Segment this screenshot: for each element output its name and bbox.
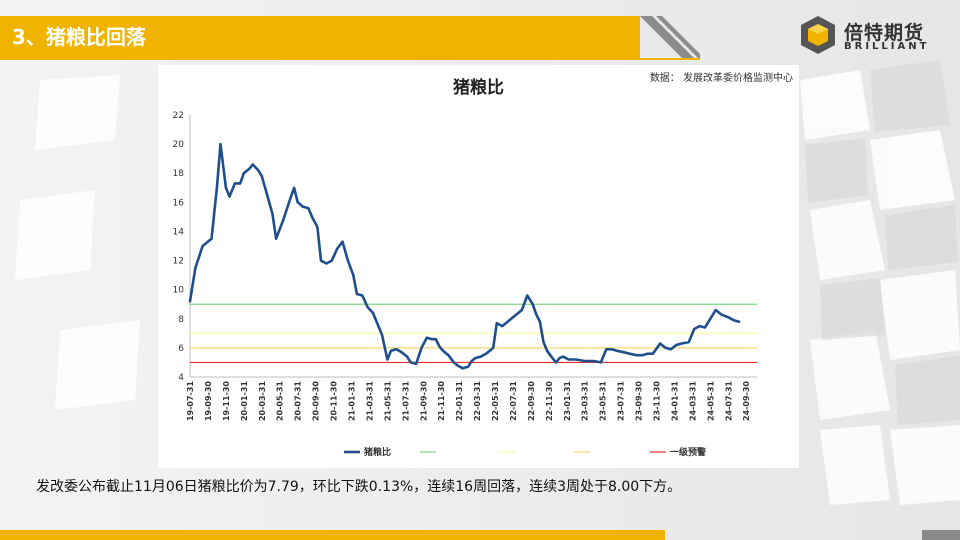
x-tick-label: 23-05-31 — [599, 381, 608, 421]
x-tick-label: 24-05-31 — [706, 381, 715, 421]
bottom-grey-block — [922, 530, 960, 540]
series-line-pig-grain-ratio — [188, 142, 741, 370]
chart-title: 猪粮比 — [453, 78, 504, 98]
x-tick-label: 23-03-31 — [581, 381, 590, 421]
y-tick-label: 22 — [173, 111, 184, 121]
x-tick-label: 22-05-31 — [491, 381, 500, 421]
cube-logo-icon — [801, 16, 835, 54]
x-tick-label: 22-07-31 — [509, 381, 518, 421]
x-tick-label: 24-09-30 — [742, 381, 751, 421]
x-tick-label: 24-01-31 — [670, 381, 679, 421]
legend-label-1: 猪粮比 — [363, 446, 391, 458]
x-tick-label: 23-11-30 — [653, 381, 662, 421]
title-underline — [0, 58, 700, 60]
brand-logo: 倍特期货 BRILLIANT — [798, 14, 938, 58]
x-tick-label: 24-07-31 — [724, 381, 733, 421]
legend-label-5: 一级预警 — [670, 446, 706, 458]
x-tick-label: 21-03-31 — [365, 381, 374, 421]
brand-name-cn: 倍特期货 — [844, 22, 925, 44]
x-tick-label: 19-07-31 — [186, 381, 195, 421]
footer-note: 发改委公布截止11月06日猪粮比价为7.79，环比下跌0.13%，连续16周回落… — [36, 479, 682, 495]
chart-source: 数据： 发展改革委价格监测中心 — [649, 73, 793, 84]
x-tick-label: 20-11-30 — [330, 381, 339, 421]
x-tick-label: 23-01-31 — [563, 381, 572, 421]
x-tick-label: 20-09-30 — [312, 381, 321, 421]
title-bar: 3、猪粮比回落 — [0, 16, 640, 58]
y-tick-label: 14 — [173, 227, 185, 237]
pig-grain-ratio-chart: 4 6 8 10 12 14 16 18 20 22 19-07-31 19-09-30 19-11-3… — [173, 111, 757, 458]
x-tick-label: 20-01-31 — [240, 381, 249, 421]
y-tick-label: 12 — [173, 257, 184, 267]
x-tick-label: 21-09-30 — [419, 381, 428, 421]
y-tick-label: 20 — [173, 140, 185, 150]
brand-name-en: BRILLIANT — [844, 41, 930, 52]
y-tick-label: 8 — [178, 315, 184, 325]
x-tick-label: 22-03-31 — [473, 381, 482, 421]
x-tick-label: 20-05-31 — [276, 381, 285, 421]
x-tick-label: 21-07-31 — [401, 381, 410, 421]
x-tick-label: 22-11-30 — [545, 381, 554, 421]
x-tick-label: 22-09-30 — [527, 381, 536, 421]
x-tick-label: 24-03-31 — [688, 381, 697, 421]
chart-panel: 猪粮比 数据： 发展改革委价格监测中心 4 6 8 10 12 14 16 18 20 22 19-… — [158, 65, 799, 468]
x-tick-label: 20-03-31 — [258, 381, 267, 421]
page-title: 3、猪粮比回落 — [12, 25, 146, 49]
x-tick-label: 23-09-30 — [635, 381, 644, 421]
bottom-accent-bar — [0, 530, 665, 540]
x-tick-label: 21-11-30 — [437, 381, 446, 421]
title-stripes-decoration — [640, 16, 700, 58]
y-tick-label: 18 — [173, 169, 185, 179]
y-tick-label: 6 — [178, 344, 184, 354]
x-tick-label: 23-07-31 — [617, 381, 626, 421]
x-tick-label: 20-07-31 — [294, 381, 303, 421]
x-tick-label: 19-11-30 — [222, 381, 231, 421]
x-tick-label: 19-09-30 — [204, 381, 213, 421]
y-tick-label: 4 — [178, 373, 184, 383]
x-tick-label: 22-01-31 — [455, 381, 464, 421]
x-tick-label: 21-05-31 — [383, 381, 392, 421]
y-tick-label: 10 — [173, 286, 185, 296]
y-tick-label: 16 — [173, 198, 185, 208]
x-tick-label: 21-01-31 — [347, 381, 356, 421]
